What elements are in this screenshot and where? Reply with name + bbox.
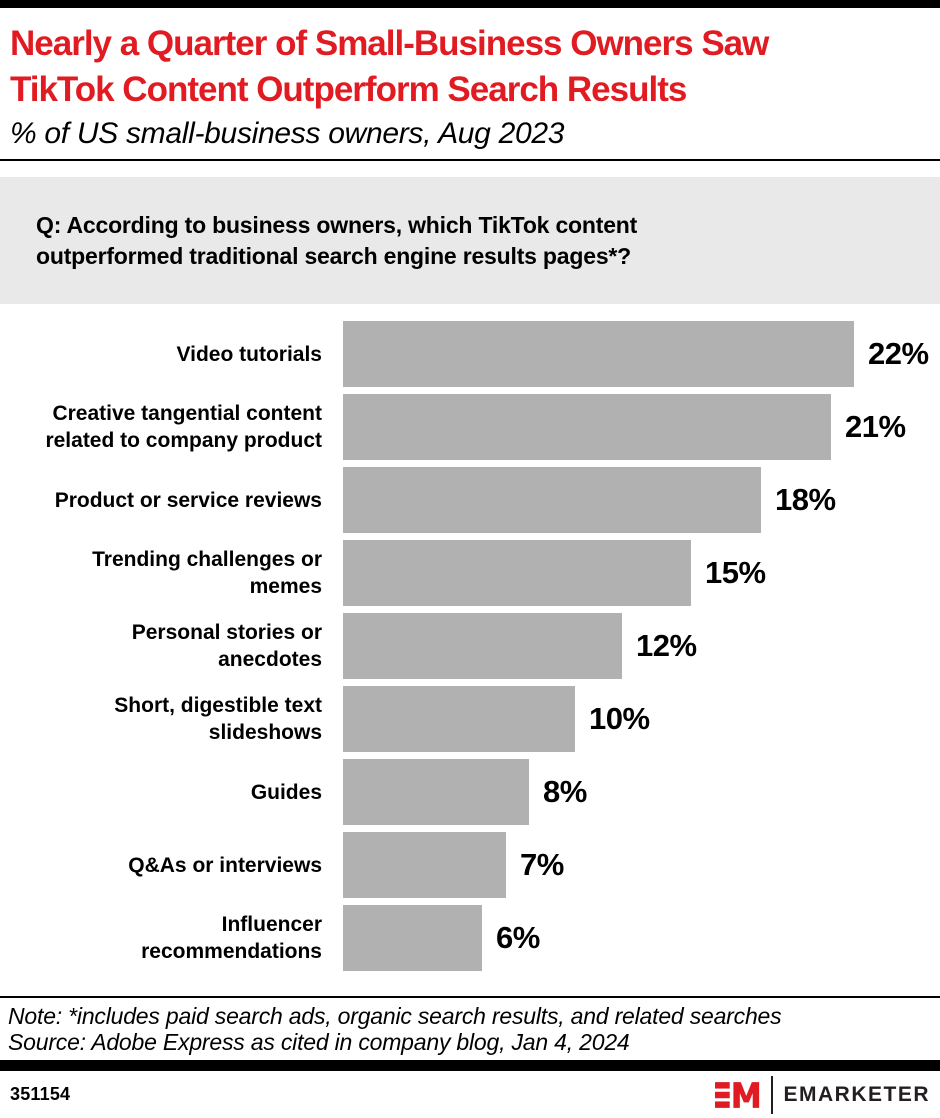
bar — [343, 613, 622, 679]
bar — [343, 686, 575, 752]
emarketer-logo: EMARKETER — [715, 1075, 930, 1114]
question-line-2: outperformed traditional search engine r… — [36, 242, 632, 269]
value-label: 12% — [636, 628, 697, 663]
category-label: Trending challenges or memes — [92, 548, 322, 598]
value-label: 7% — [520, 847, 564, 882]
category-label: Q&As or interviews — [128, 853, 322, 877]
value-label: 22% — [868, 336, 929, 371]
source-text: Source: Adobe Express as cited in compan… — [8, 1029, 630, 1055]
chart-row: Product or service reviews 18% — [0, 467, 940, 533]
value-label: 10% — [589, 701, 650, 736]
chart-row: Video tutorials 22% — [0, 321, 940, 387]
note-text: Note: *includes paid search ads, organic… — [8, 1003, 782, 1029]
footer: 351154 EMARKETER — [0, 1071, 940, 1118]
bar — [343, 905, 482, 971]
value-label: 15% — [705, 555, 766, 590]
bottom-accent-bar — [0, 1060, 940, 1071]
chart: Video tutorials 22% Creative tangential … — [0, 321, 940, 971]
category-label: Guides — [250, 780, 322, 804]
header: Nearly a Quarter of Small-Business Owner… — [0, 8, 940, 151]
bar — [343, 321, 854, 387]
value-label: 8% — [543, 774, 587, 809]
category-label: Video tutorials — [176, 342, 322, 366]
top-accent-bar — [0, 0, 940, 8]
value-label: 6% — [496, 920, 540, 955]
value-label: 21% — [845, 409, 906, 444]
category-label: Influencer recommendations — [141, 913, 322, 963]
notes-divider — [0, 996, 940, 998]
category-label: Short, digestible text slideshows — [114, 694, 322, 744]
chart-id: 351154 — [10, 1084, 71, 1104]
chart-row: Q&As or interviews 7% — [0, 832, 940, 898]
notes: Note: *includes paid search ads, organic… — [0, 998, 940, 1060]
em-monogram-icon — [715, 1081, 760, 1108]
chart-row: Creative tangential content related to c… — [0, 394, 940, 460]
chart-row: Short, digestible text slideshows 10% — [0, 686, 940, 752]
chart-subtitle: % of US small-business owners, Aug 2023 — [10, 117, 565, 150]
brand-name: EMARKETER — [783, 1082, 930, 1106]
chart-row: Personal stories or anecdotes 12% — [0, 613, 940, 679]
bar — [343, 832, 506, 898]
chart-row: Influencer recommendations 6% — [0, 905, 940, 971]
logo-separator — [771, 1075, 774, 1114]
value-label: 18% — [775, 482, 836, 517]
bar — [343, 540, 691, 606]
category-label: Creative tangential content related to c… — [45, 402, 322, 452]
title-line-1: Nearly a Quarter of Small-Business Owner… — [10, 24, 769, 63]
bar — [343, 394, 831, 460]
chart-row: Guides 8% — [0, 759, 940, 825]
bar — [343, 759, 529, 825]
category-label: Product or service reviews — [54, 488, 322, 512]
question-line-1: Q: According to business owners, which T… — [36, 211, 638, 238]
chart-row: Trending challenges or memes 15% — [0, 540, 940, 606]
question-box: Q: According to business owners, which T… — [0, 177, 940, 304]
category-label: Personal stories or anecdotes — [131, 621, 322, 671]
bar — [343, 467, 761, 533]
header-divider — [0, 159, 940, 161]
title-line-2: TikTok Content Outperform Search Results — [10, 70, 687, 109]
page-title: Nearly a Quarter of Small-Business Owner… — [10, 21, 930, 113]
